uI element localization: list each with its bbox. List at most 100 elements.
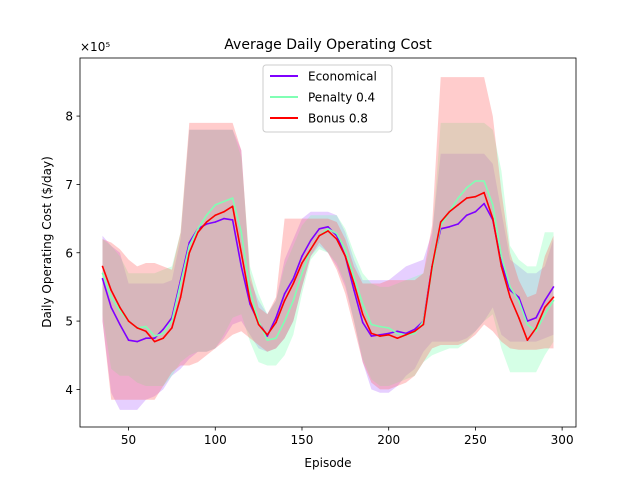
point-series-2-42 bbox=[465, 197, 468, 199]
point-series-0-51 bbox=[544, 299, 546, 302]
point-series-1-47 bbox=[509, 286, 511, 288]
point-series-2-20 bbox=[275, 321, 277, 324]
point-series-1-27 bbox=[335, 232, 338, 235]
point-series-1-31 bbox=[370, 323, 373, 326]
y-axis-multiplier: ×10⁵ bbox=[80, 40, 110, 54]
point-series-2-10 bbox=[188, 252, 191, 254]
point-series-1-34 bbox=[396, 332, 399, 335]
point-series-2-25 bbox=[318, 234, 321, 237]
point-series-2-19 bbox=[266, 334, 269, 336]
point-series-2-28 bbox=[344, 255, 347, 257]
legend-items: Economical Penalty 0.4 Bonus 0.8 bbox=[270, 70, 377, 126]
point-series-2-46 bbox=[500, 265, 503, 268]
point-series-2-5 bbox=[145, 330, 147, 333]
point-series-1-11 bbox=[197, 228, 199, 230]
point-series-0-31 bbox=[370, 335, 373, 337]
point-series-1-22 bbox=[292, 299, 295, 302]
point-series-2-49 bbox=[526, 339, 529, 342]
point-series-2-6 bbox=[153, 340, 156, 343]
x-axis-label: Episode bbox=[304, 456, 351, 470]
point-series-1-30 bbox=[361, 303, 364, 305]
point-series-2-9 bbox=[179, 296, 182, 299]
point-series-0-40 bbox=[448, 226, 451, 228]
point-series-1-29 bbox=[353, 275, 355, 278]
x-tick-label-1: 100 bbox=[204, 433, 227, 447]
point-series-2-35 bbox=[405, 334, 407, 336]
point-series-1-36 bbox=[413, 332, 416, 335]
point-series-0-42 bbox=[465, 214, 468, 216]
point-series-2-23 bbox=[301, 262, 303, 264]
point-series-2-41 bbox=[457, 204, 459, 206]
y-axis-label: Daily Operating Cost ($/day) bbox=[40, 156, 54, 328]
point-series-2-45 bbox=[492, 217, 494, 220]
point-series-0-14 bbox=[223, 217, 225, 220]
point-series-2-50 bbox=[535, 327, 537, 329]
point-series-1-5 bbox=[145, 325, 147, 328]
point-series-0-43 bbox=[474, 211, 477, 213]
point-series-1-28 bbox=[344, 248, 347, 251]
x-axis-ticks: 50 100 150 200 250 300 bbox=[121, 427, 574, 447]
point-series-1-9 bbox=[179, 282, 182, 285]
point-series-0-15 bbox=[231, 219, 234, 221]
point-series-0-2 bbox=[119, 323, 121, 326]
legend-label-1: Penalty 0.4 bbox=[308, 91, 375, 105]
point-series-0-19 bbox=[266, 335, 269, 337]
point-series-2-1 bbox=[110, 289, 112, 292]
point-series-1-48 bbox=[518, 299, 520, 302]
point-series-0-25 bbox=[318, 228, 321, 230]
point-series-2-12 bbox=[205, 221, 208, 223]
point-series-2-15 bbox=[231, 205, 234, 208]
point-series-1-23 bbox=[301, 272, 303, 275]
point-series-1-16 bbox=[240, 231, 243, 234]
point-series-0-41 bbox=[457, 223, 459, 225]
y-axis-ticks: 4 5 6 7 8 bbox=[65, 110, 80, 397]
confidence-bands bbox=[102, 77, 554, 410]
point-series-0-24 bbox=[309, 239, 312, 242]
point-series-2-24 bbox=[309, 248, 312, 251]
point-series-1-44 bbox=[483, 180, 485, 182]
point-series-1-17 bbox=[249, 289, 251, 292]
point-series-2-16 bbox=[240, 252, 243, 254]
point-series-1-43 bbox=[474, 180, 477, 182]
point-series-0-48 bbox=[518, 296, 520, 299]
x-tick-label-0: 50 bbox=[121, 433, 136, 447]
point-series-1-42 bbox=[465, 187, 468, 189]
point-series-2-34 bbox=[396, 337, 399, 340]
point-series-0-30 bbox=[361, 321, 364, 324]
point-series-1-50 bbox=[535, 330, 537, 333]
point-series-0-22 bbox=[292, 277, 295, 280]
point-series-1-51 bbox=[544, 313, 546, 316]
point-series-2-43 bbox=[474, 195, 477, 198]
point-series-0-1 bbox=[110, 306, 112, 309]
point-series-2-0 bbox=[101, 265, 104, 268]
point-series-0-6 bbox=[153, 337, 156, 340]
point-series-1-1 bbox=[110, 296, 112, 299]
x-tick-label-3: 200 bbox=[377, 433, 400, 447]
y-tick-label-2: 6 bbox=[65, 246, 73, 260]
point-series-2-51 bbox=[544, 306, 546, 309]
point-series-1-45 bbox=[492, 204, 494, 206]
y-tick-label-3: 7 bbox=[65, 178, 73, 192]
point-series-0-3 bbox=[127, 339, 130, 342]
point-series-2-44 bbox=[483, 191, 485, 194]
series-lines bbox=[101, 180, 555, 343]
point-series-2-11 bbox=[197, 231, 199, 234]
point-series-1-20 bbox=[275, 337, 277, 340]
point-series-0-52 bbox=[552, 286, 555, 288]
point-series-2-3 bbox=[127, 320, 130, 322]
point-series-0-16 bbox=[240, 265, 243, 268]
point-series-2-21 bbox=[283, 299, 286, 302]
point-series-1-26 bbox=[327, 228, 329, 230]
point-series-1-49 bbox=[526, 323, 529, 326]
point-series-2-31 bbox=[370, 332, 373, 335]
point-series-1-52 bbox=[552, 299, 555, 302]
plot-frame bbox=[79, 57, 577, 428]
point-series-2-38 bbox=[431, 265, 433, 268]
point-series-0-33 bbox=[387, 332, 390, 335]
point-series-2-29 bbox=[353, 282, 355, 285]
point-series-0-23 bbox=[301, 255, 303, 257]
point-series-2-13 bbox=[214, 214, 217, 216]
point-series-2-8 bbox=[171, 327, 173, 329]
point-series-2-30 bbox=[361, 313, 364, 316]
